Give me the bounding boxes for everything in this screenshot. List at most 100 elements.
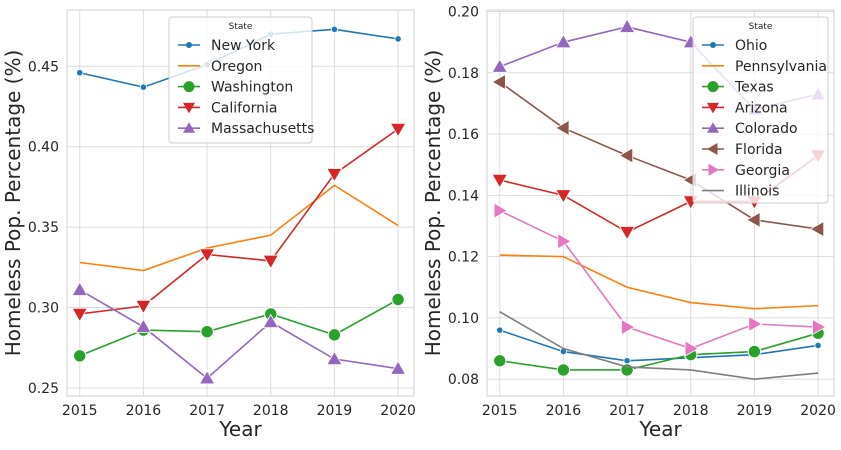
chart-panel-1: 2015 2016 2017 2018 2019 2020 0.25 0.30 0.35 0.40… bbox=[1, 9, 416, 441]
data-point bbox=[556, 363, 571, 377]
data-point bbox=[618, 18, 636, 33]
legend-label: Illinois bbox=[735, 184, 779, 200]
legend-item: Illinois bbox=[702, 184, 779, 200]
legend: State New York Oregon Washington California M… bbox=[168, 16, 314, 144]
y-tick-label: 0.25 bbox=[28, 381, 59, 397]
data-point bbox=[389, 122, 407, 138]
series-line bbox=[79, 298, 399, 357]
data-point bbox=[491, 173, 508, 189]
series-georgia bbox=[493, 202, 827, 357]
data-point bbox=[491, 58, 508, 73]
legend-title: State bbox=[749, 22, 773, 32]
y-tick-label: 0.10 bbox=[448, 311, 479, 327]
x-tick-label: 2016 bbox=[546, 403, 582, 419]
legend-item: New York bbox=[178, 38, 276, 54]
legend-handle-marker bbox=[183, 122, 195, 133]
y-tick-label: 0.30 bbox=[28, 301, 59, 317]
data-point bbox=[621, 318, 636, 336]
series-line bbox=[499, 81, 819, 230]
data-point bbox=[71, 307, 88, 323]
legend-handle-marker bbox=[707, 143, 718, 155]
data-point bbox=[623, 357, 631, 365]
legend-label: Oregon bbox=[211, 59, 262, 75]
series-line bbox=[79, 184, 399, 272]
data-point bbox=[198, 248, 216, 263]
data-point bbox=[73, 349, 87, 363]
y-tick-label: 0.14 bbox=[448, 188, 479, 204]
legend-label: Florida bbox=[735, 142, 783, 158]
legend-label: Pennsylvania bbox=[735, 59, 827, 75]
data-point bbox=[746, 211, 761, 229]
data-point bbox=[135, 299, 152, 315]
legend-label: Massachusetts bbox=[211, 121, 314, 137]
legend-label: Arizona bbox=[735, 100, 788, 116]
y-tick-label: 0.18 bbox=[448, 66, 479, 82]
data-point bbox=[71, 281, 88, 296]
legend-item: Pennsylvania bbox=[702, 59, 827, 75]
series-line bbox=[499, 311, 819, 380]
legend-handle-marker bbox=[183, 102, 195, 114]
y-tick-label: 0.45 bbox=[28, 59, 59, 75]
series-california bbox=[71, 122, 407, 323]
data-point bbox=[748, 315, 763, 333]
data-point bbox=[809, 220, 825, 238]
data-point bbox=[555, 33, 572, 49]
data-point bbox=[262, 313, 279, 329]
legend-label: Colorado bbox=[735, 121, 798, 137]
legend-box bbox=[692, 16, 829, 204]
data-point bbox=[389, 360, 407, 375]
legend-handle-marker bbox=[708, 163, 719, 176]
legend-handle-marker bbox=[183, 81, 195, 93]
x-axis-label: Year bbox=[218, 417, 262, 441]
data-point bbox=[493, 354, 507, 368]
series-line bbox=[499, 254, 819, 310]
legend-item: Georgia bbox=[702, 163, 790, 179]
data-point bbox=[327, 328, 342, 342]
series-line bbox=[79, 289, 399, 380]
legend-handle-marker bbox=[707, 81, 719, 93]
legend-label: New York bbox=[211, 38, 276, 54]
legend-label: California bbox=[211, 100, 277, 116]
x-tick-label: 2018 bbox=[673, 403, 709, 419]
legend-label: Ohio bbox=[735, 38, 767, 54]
chart-panel-2: 2015 2016 2017 2018 2019 2020 0.08 0.10 0.12 0.14… bbox=[421, 5, 836, 441]
legend-title: State bbox=[229, 22, 253, 32]
legend-item: California bbox=[178, 100, 277, 116]
data-point bbox=[618, 226, 636, 241]
legend-item: Florida bbox=[702, 142, 783, 158]
data-point bbox=[394, 35, 402, 43]
series-line bbox=[79, 128, 399, 315]
legend-label: Texas bbox=[734, 80, 774, 96]
legend-handle-marker bbox=[710, 42, 716, 48]
legend-handle-marker bbox=[707, 102, 719, 114]
data-point bbox=[812, 318, 827, 336]
x-axis-label: Year bbox=[638, 417, 682, 441]
legend-item: Oregon bbox=[178, 59, 262, 75]
data-point bbox=[330, 25, 339, 33]
y-tick-label: 0.08 bbox=[448, 372, 479, 388]
y-tick-label: 0.16 bbox=[448, 127, 479, 143]
x-tick-label: 2017 bbox=[609, 403, 645, 419]
series-line bbox=[499, 209, 819, 350]
data-point bbox=[684, 340, 700, 357]
data-point bbox=[557, 233, 572, 250]
x-tick-label: 2019 bbox=[317, 403, 353, 419]
x-tick-label: 2016 bbox=[126, 403, 162, 419]
data-point bbox=[493, 202, 509, 219]
data-point bbox=[262, 254, 279, 270]
legend-handle-marker bbox=[707, 122, 719, 133]
data-point bbox=[76, 69, 84, 77]
data-point bbox=[555, 189, 572, 204]
x-tick-label: 2015 bbox=[62, 403, 98, 419]
data-point bbox=[391, 292, 405, 307]
x-tick-label: 2020 bbox=[380, 403, 416, 419]
data-point bbox=[496, 326, 504, 334]
series-texas bbox=[493, 326, 825, 377]
y-tick-label: 0.40 bbox=[28, 140, 59, 156]
y-tick-label: 0.20 bbox=[448, 5, 479, 21]
x-tick-label: 2019 bbox=[737, 403, 773, 419]
legend-label: Washington bbox=[211, 80, 293, 96]
legend-item: Texas bbox=[702, 80, 774, 96]
